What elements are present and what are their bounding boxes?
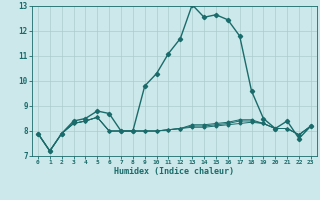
X-axis label: Humidex (Indice chaleur): Humidex (Indice chaleur) <box>115 167 234 176</box>
